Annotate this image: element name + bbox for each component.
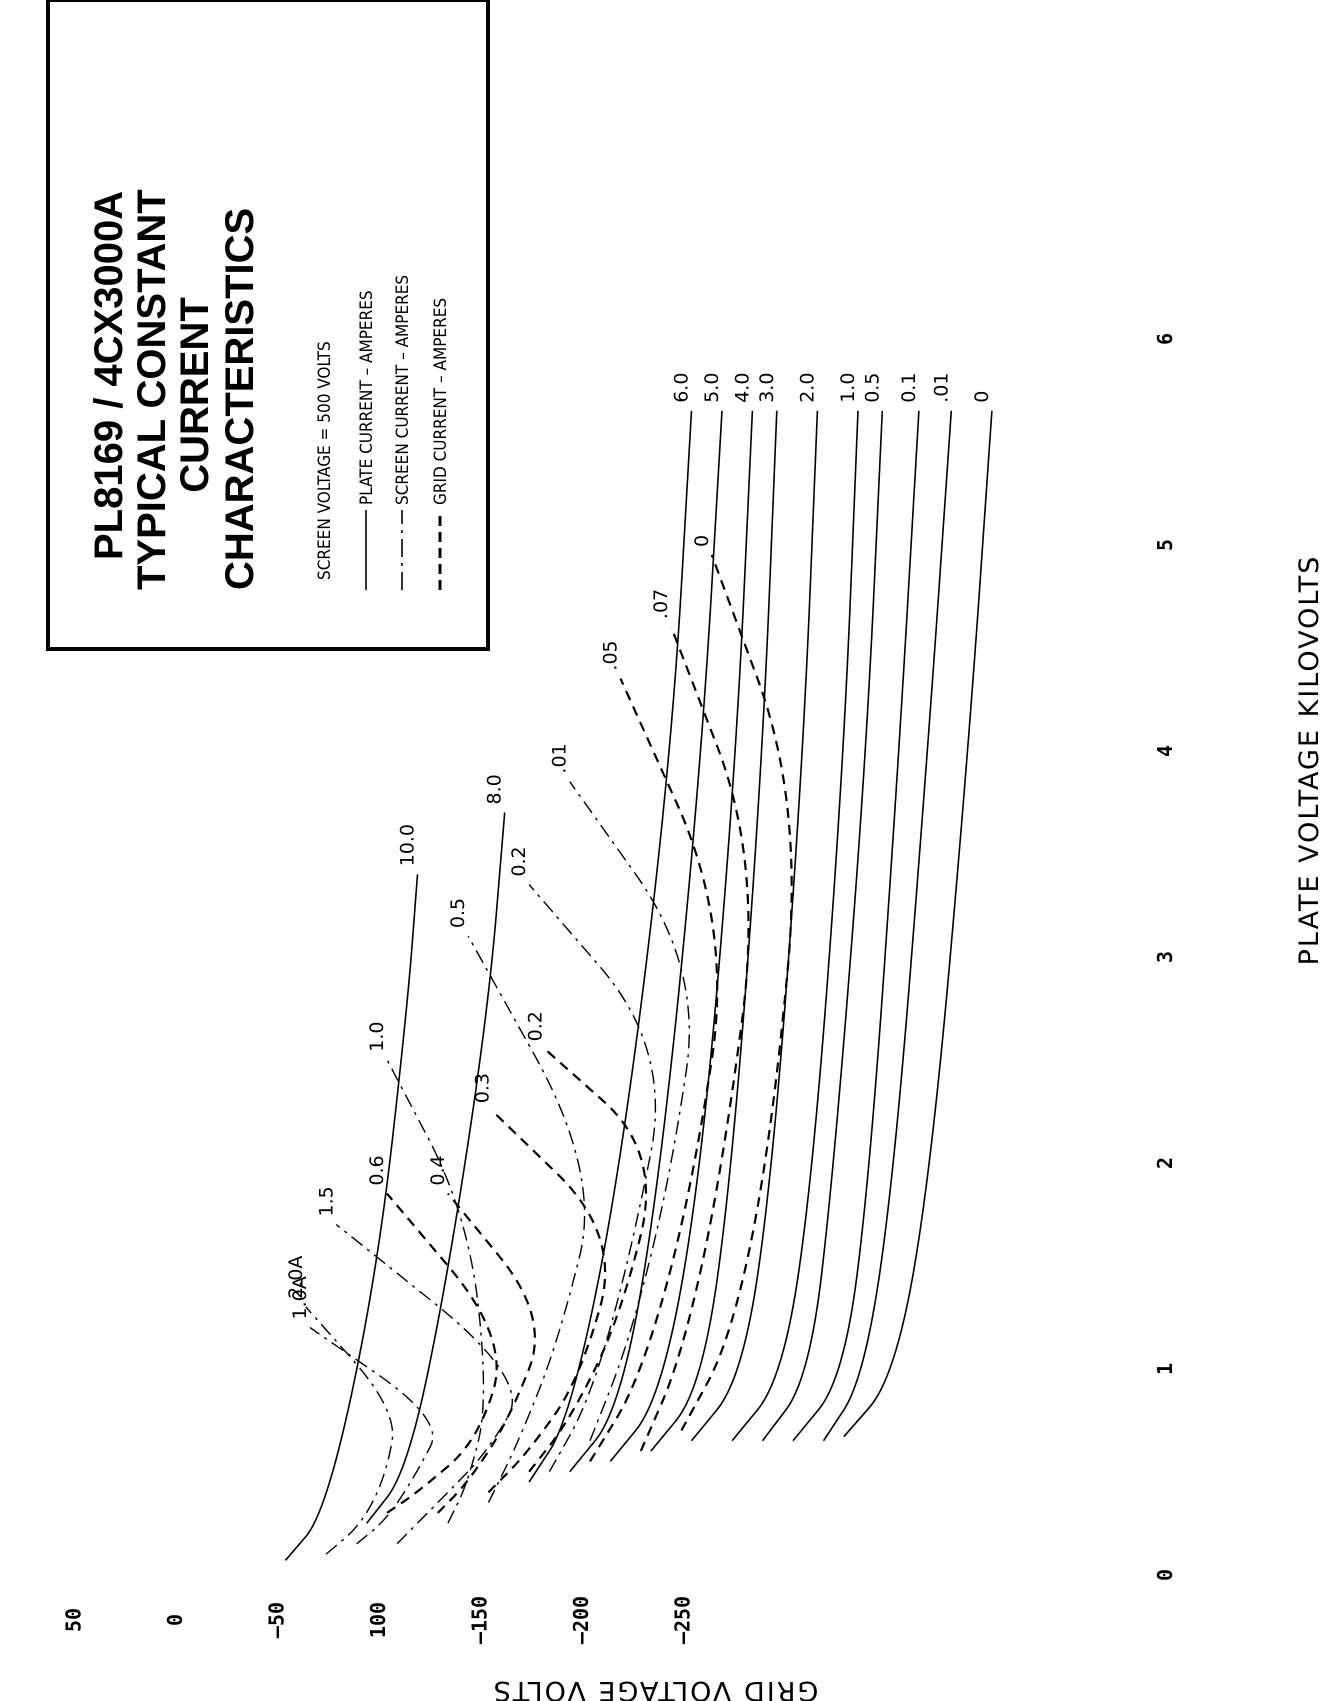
y-tick-label: –200 xyxy=(569,1596,593,1644)
x-tick-label: 2 xyxy=(1153,1157,1177,1169)
grid-curve-label: .07 xyxy=(650,589,672,619)
y-tick-label: 100 xyxy=(366,1602,390,1638)
curve-labels: 10.08.06.0 5.0 4.0 3.0 2.0 1.0 0.5 0.1.01 02.0A1… xyxy=(285,373,993,1320)
plate-current-curve xyxy=(284,874,419,1561)
plate-curve-label: 4.0 xyxy=(731,373,753,403)
grid-curve-label: 0 xyxy=(691,535,713,547)
x-tick-label: 1 xyxy=(1153,1363,1177,1375)
screen-curve-label: 2.0A xyxy=(285,1256,307,1299)
grid-curve-label: 0.2 xyxy=(524,1011,546,1041)
y-tick-label: –150 xyxy=(468,1596,492,1644)
plate-current-curve xyxy=(792,410,920,1442)
plate-current-curve xyxy=(366,812,506,1524)
curves xyxy=(284,410,993,1561)
screen-curve-label: .01 xyxy=(549,743,571,773)
grid-current-curve xyxy=(386,1192,498,1514)
legend-screen-voltage: SCREEN VOLTAGE = 500 VOLTS xyxy=(315,341,335,580)
plate-current-curve xyxy=(843,410,993,1438)
grid-current-curve xyxy=(589,678,719,1462)
legend-label-grid: GRID CURRENT – AMPERES xyxy=(431,298,451,505)
x-tick-label: 6 xyxy=(1153,333,1177,345)
plate-current-curve xyxy=(690,410,819,1442)
grid-curve-label: 0.6 xyxy=(366,1155,388,1185)
title-line-1: PL8169 / 4CX3000A xyxy=(87,191,131,560)
screen-curve-label: 1.5 xyxy=(315,1186,337,1216)
grid-curve-label: 0.3 xyxy=(472,1073,494,1103)
screen-current-curve xyxy=(386,1059,485,1524)
plate-curve-label: 0.5 xyxy=(861,373,883,403)
grid-current-curve xyxy=(528,1048,648,1473)
grid-curve-label: .05 xyxy=(600,640,622,670)
plate-current-curve xyxy=(528,410,693,1483)
screen-current-curve xyxy=(467,935,586,1503)
plate-curve-label: 0 xyxy=(971,391,993,403)
plate-current-curve xyxy=(569,410,723,1473)
x-axis-title: PLATE VOLTAGE KILOVOLTS xyxy=(1294,555,1325,966)
plate-curve-label: 6.0 xyxy=(671,373,693,403)
x-tick-label: 5 xyxy=(1153,539,1177,551)
screen-curve-label: 0.2 xyxy=(508,846,530,876)
y-tick-label: 0 xyxy=(163,1614,187,1626)
plate-curve-label: 2.0 xyxy=(796,373,818,403)
plate-curve-label: .01 xyxy=(930,373,952,403)
legend: SCREEN VOLTAGE = 500 VOLTS PLATE CURRENT… xyxy=(315,275,451,590)
plate-curve-label: 3.0 xyxy=(756,373,778,403)
title-line-2: TYPICAL CONSTANT xyxy=(130,189,174,590)
title: PL8169 / 4CX3000A TYPICAL CONSTANT CURRE… xyxy=(87,189,262,590)
grid-current-curve xyxy=(680,554,793,1432)
screen-curve-label: 0.5 xyxy=(447,898,469,928)
x-tick-label: 3 xyxy=(1153,951,1177,963)
plate-curve-label: 10.0 xyxy=(397,824,419,866)
grid-curve-label: 0.4 xyxy=(427,1155,449,1185)
plate-curve-label: 8.0 xyxy=(484,774,506,804)
screen-current-curve xyxy=(528,884,657,1473)
y-tick-label: 50 xyxy=(62,1608,86,1632)
plate-current-curve xyxy=(650,410,778,1452)
x-axis-ticks: 0 1 2 3 4 5 6 xyxy=(1153,333,1177,1581)
plate-curve-label: 1.0 xyxy=(837,373,859,403)
y-tick-label: –50 xyxy=(265,1602,289,1638)
title-box-border xyxy=(46,0,490,651)
legend-label-screen: SCREEN CURRENT – AMPERES xyxy=(393,275,413,505)
screen-curve-label: 1.0A xyxy=(289,1276,311,1319)
x-tick-label: 4 xyxy=(1153,745,1177,757)
screen-current-curve xyxy=(305,1306,394,1555)
grid-current-curve xyxy=(437,1192,536,1514)
plate-curve-label: 0.1 xyxy=(898,373,920,403)
plate-curve-label: 5.0 xyxy=(701,373,723,403)
screen-curve-label: 1.0 xyxy=(366,1021,388,1051)
plate-current-curve xyxy=(609,410,754,1462)
title-line-4: CHARACTERISTICS xyxy=(218,208,262,590)
title-line-3: CURRENT xyxy=(173,297,217,493)
plate-current-curve xyxy=(822,410,953,1442)
screen-current-curve xyxy=(335,1223,513,1545)
grid-current-curve xyxy=(487,1110,607,1494)
x-tick-label: 0 xyxy=(1153,1569,1177,1581)
screen-current-curve xyxy=(569,781,690,1442)
y-axis-title: GRID VOLTAGE VOLTS xyxy=(492,1675,819,1701)
y-tick-label: –250 xyxy=(671,1596,695,1644)
grid-current-curve xyxy=(639,626,750,1452)
legend-label-plate: PLATE CURRENT – AMPERES xyxy=(357,290,377,505)
title-box: PL8169 / 4CX3000A TYPICAL CONSTANT CURRE… xyxy=(46,0,490,651)
plate-current-curve xyxy=(731,410,859,1442)
plate-current-curve xyxy=(761,410,884,1442)
screen-current-curve xyxy=(309,1326,434,1545)
